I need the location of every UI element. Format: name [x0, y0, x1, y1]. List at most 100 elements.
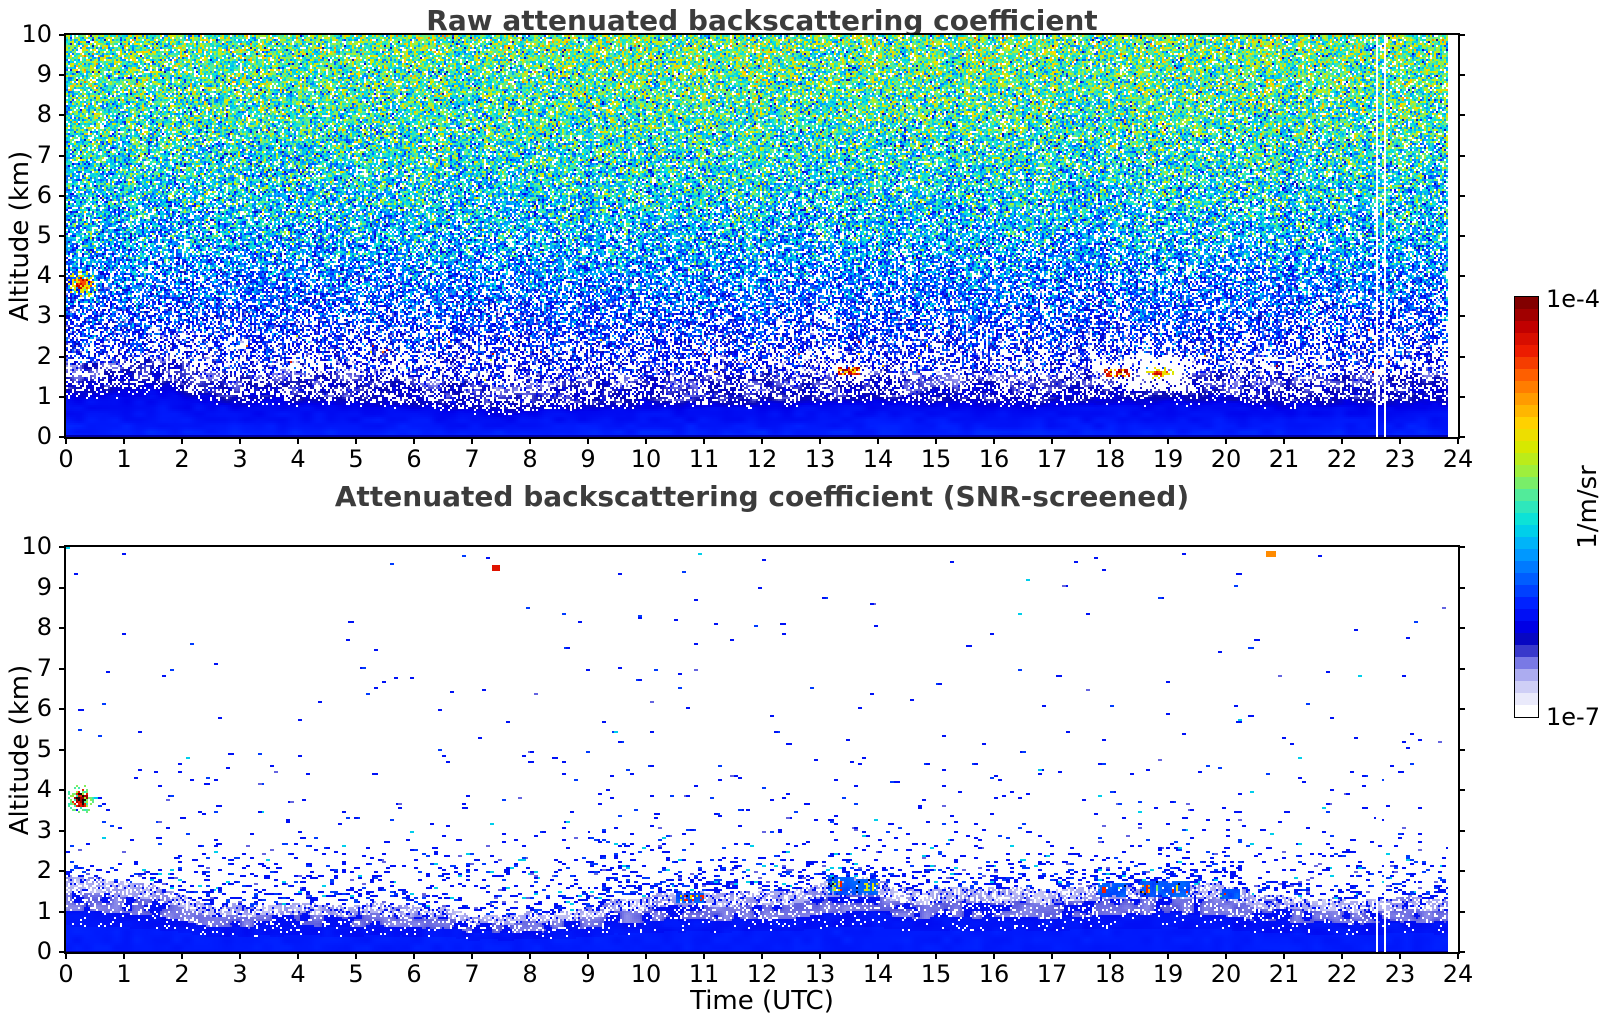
x-tick-label: 24	[1442, 445, 1474, 473]
y-tick-mark-right	[1458, 34, 1465, 36]
y-tick-label: 6	[36, 694, 52, 722]
y-tick-mark-right	[1458, 546, 1465, 548]
x-tick-mark	[297, 437, 299, 444]
y-tick-mark-right	[1458, 951, 1465, 953]
y-tick-mark	[59, 546, 66, 548]
y-tick-mark	[59, 667, 66, 670]
x-tick-mark	[819, 952, 821, 959]
x-tick-mark	[703, 437, 705, 444]
x-tick-label: 6	[406, 445, 422, 473]
y-tick-mark-right	[1458, 586, 1465, 589]
y-tick-mark	[59, 194, 66, 197]
x-tick-mark	[123, 437, 125, 444]
y-tick-label: 3	[36, 815, 52, 844]
x-tick-label: 6	[406, 960, 422, 988]
x-tick-mark	[239, 952, 241, 959]
x-tick-label: 10	[630, 445, 662, 473]
x-tick-mark	[1225, 437, 1227, 444]
x-tick-mark	[471, 952, 473, 959]
y-tick-label: 1	[36, 381, 52, 410]
y-tick-mark	[59, 154, 66, 157]
x-tick-label: 19	[1152, 960, 1184, 988]
y-tick-label: 9	[36, 60, 52, 89]
y-tick-mark	[59, 436, 66, 438]
y-tick-mark-right	[1458, 315, 1465, 318]
x-tick-mark	[1457, 437, 1459, 444]
x-tick-label: 14	[862, 445, 894, 473]
y-tick-mark-right	[1458, 395, 1465, 398]
y-tick-label: 4	[36, 261, 52, 290]
x-tick-mark	[65, 437, 67, 444]
y-tick-mark	[59, 951, 66, 953]
x-tick-label: 16	[978, 960, 1010, 988]
x-tick-mark	[935, 952, 937, 959]
x-tick-mark	[65, 952, 67, 959]
x-tick-mark	[703, 952, 705, 959]
y-tick-mark	[59, 627, 66, 629]
x-tick-label: 10	[630, 960, 662, 988]
y-tick-label: 7	[36, 653, 52, 682]
y-tick-mark	[59, 395, 66, 398]
y-tick-label: 4	[36, 775, 52, 803]
x-tick-mark	[529, 952, 531, 959]
y-tick-label: 3	[36, 301, 52, 330]
x-tick-label: 20	[1210, 960, 1242, 988]
colorbar-gradient	[1515, 297, 1538, 717]
y-tick-mark	[59, 870, 66, 872]
x-tick-label: 0	[58, 445, 74, 473]
y-tick-mark	[59, 114, 66, 117]
x-tick-mark	[1051, 437, 1053, 444]
y-tick-label: 5	[36, 734, 52, 763]
x-tick-mark	[1109, 952, 1111, 959]
x-tick-mark	[587, 437, 589, 444]
y-tick-label: 0	[36, 422, 52, 450]
x-tick-label: 5	[348, 445, 364, 473]
y-tick-mark	[59, 748, 66, 751]
y-tick-mark	[59, 708, 66, 710]
x-tick-mark	[181, 437, 183, 444]
y-tick-label: 8	[36, 100, 52, 129]
x-tick-mark	[935, 437, 937, 444]
y-tick-mark-right	[1458, 829, 1465, 832]
x-tick-mark	[297, 952, 299, 959]
x-tick-label: 12	[746, 960, 778, 988]
x-tick-mark	[993, 437, 995, 444]
x-tick-mark	[123, 952, 125, 959]
screened-panel-title: Attenuated backscattering coefficient (S…	[334, 480, 1190, 513]
y-tick-mark-right	[1458, 748, 1465, 751]
x-tick-label: 7	[464, 960, 480, 988]
x-axis-label: Time (UTC)	[690, 986, 834, 1016]
x-tick-mark	[1283, 437, 1285, 444]
x-tick-mark	[355, 437, 357, 444]
x-tick-label: 2	[174, 960, 190, 988]
x-tick-label: 13	[804, 445, 836, 473]
y-tick-label: 10	[21, 532, 52, 560]
x-tick-mark	[1225, 952, 1227, 959]
x-tick-label: 7	[464, 445, 480, 473]
x-tick-label: 23	[1384, 445, 1416, 473]
x-tick-label: 11	[688, 445, 720, 473]
x-tick-label: 15	[920, 445, 952, 473]
x-tick-label: 18	[1094, 960, 1126, 988]
x-tick-mark	[181, 952, 183, 959]
x-tick-label: 1	[116, 960, 132, 988]
x-tick-label: 13	[804, 960, 836, 988]
x-tick-label: 19	[1152, 445, 1184, 473]
y-tick-mark	[59, 315, 66, 318]
y-tick-mark-right	[1458, 910, 1465, 913]
y-tick-mark-right	[1458, 275, 1465, 278]
x-tick-label: 9	[580, 445, 596, 473]
raw-panel-title: Raw attenuated backscattering coefficien…	[426, 4, 1098, 37]
x-tick-mark	[1399, 437, 1401, 444]
y-tick-label: 6	[36, 180, 52, 209]
x-tick-label: 3	[232, 960, 248, 988]
x-tick-label: 2	[174, 445, 190, 473]
x-tick-mark	[1167, 437, 1169, 444]
x-tick-label: 22	[1326, 445, 1358, 473]
y-tick-label: 7	[36, 140, 52, 169]
x-tick-mark	[1167, 952, 1169, 959]
colorbar-max-label: 1e-4	[1546, 285, 1600, 313]
y-tick-mark	[59, 829, 66, 832]
x-tick-mark	[471, 437, 473, 444]
